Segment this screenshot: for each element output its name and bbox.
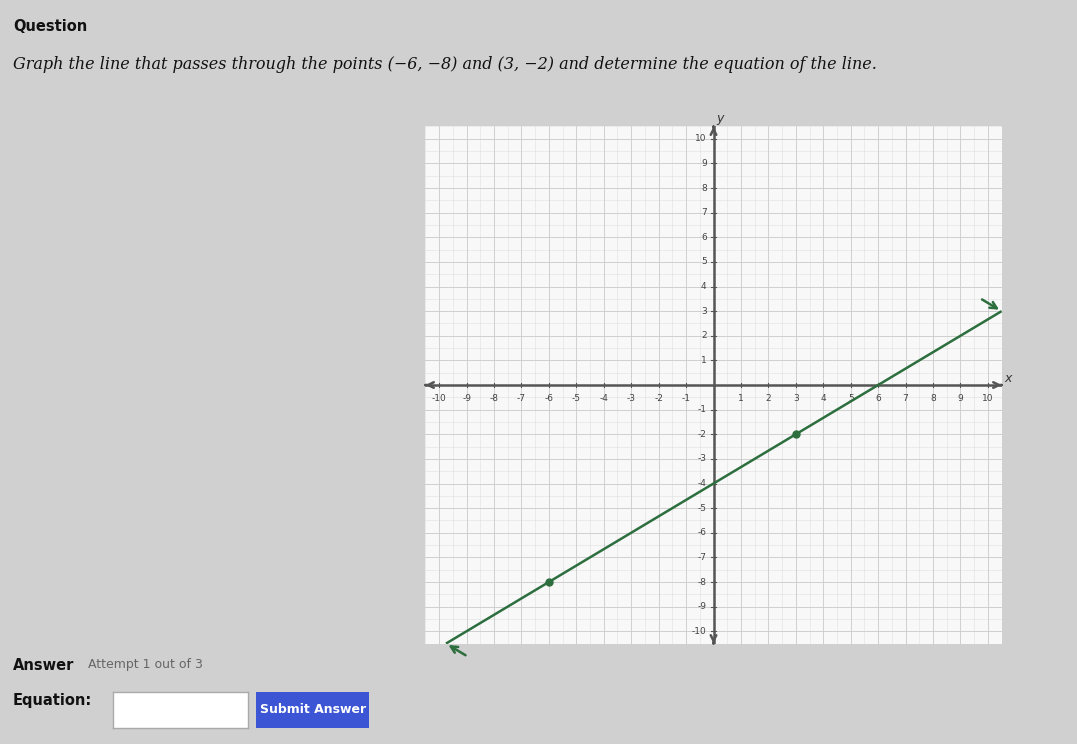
Text: x: x	[1005, 372, 1011, 385]
Text: -7: -7	[517, 394, 526, 403]
Text: -8: -8	[490, 394, 499, 403]
Text: 5: 5	[848, 394, 854, 403]
Text: 9: 9	[957, 394, 963, 403]
Text: 2: 2	[701, 331, 707, 340]
Text: -2: -2	[698, 430, 707, 439]
Text: -6: -6	[698, 528, 707, 537]
Text: 3: 3	[793, 394, 799, 403]
Text: Graph the line that passes through the points (−6, −8) and (3, −2) and determine: Graph the line that passes through the p…	[13, 56, 877, 73]
Text: 6: 6	[701, 233, 707, 242]
Text: -3: -3	[627, 394, 635, 403]
Text: Equation:: Equation:	[13, 693, 93, 708]
Text: -9: -9	[698, 602, 707, 611]
Text: 7: 7	[903, 394, 909, 403]
Text: 7: 7	[701, 208, 707, 217]
Text: 4: 4	[701, 282, 707, 291]
Text: 8: 8	[931, 394, 936, 403]
Text: Attempt 1 out of 3: Attempt 1 out of 3	[88, 658, 204, 671]
Text: -1: -1	[682, 394, 690, 403]
Text: 4: 4	[821, 394, 826, 403]
Text: 2: 2	[766, 394, 771, 403]
Text: 5: 5	[701, 257, 707, 266]
Text: y: y	[716, 112, 724, 125]
Text: -3: -3	[698, 455, 707, 464]
Text: -10: -10	[432, 394, 447, 403]
Text: -7: -7	[698, 553, 707, 562]
Text: -1: -1	[698, 405, 707, 414]
Text: 10: 10	[695, 134, 707, 144]
Text: -9: -9	[462, 394, 471, 403]
Text: -6: -6	[544, 394, 554, 403]
Text: Submit Answer: Submit Answer	[260, 703, 366, 716]
Text: 6: 6	[876, 394, 881, 403]
Text: 9: 9	[701, 159, 707, 168]
Text: Answer: Answer	[13, 658, 74, 673]
Text: 10: 10	[982, 394, 994, 403]
Text: -2: -2	[654, 394, 663, 403]
Text: -10: -10	[691, 626, 707, 636]
Text: -4: -4	[599, 394, 609, 403]
Text: 3: 3	[701, 307, 707, 315]
Text: Question: Question	[13, 19, 87, 33]
Text: -8: -8	[698, 577, 707, 586]
Text: 1: 1	[701, 356, 707, 365]
Text: 8: 8	[701, 184, 707, 193]
Text: -4: -4	[698, 479, 707, 488]
Text: 1: 1	[738, 394, 744, 403]
Text: -5: -5	[698, 504, 707, 513]
Text: -5: -5	[572, 394, 581, 403]
